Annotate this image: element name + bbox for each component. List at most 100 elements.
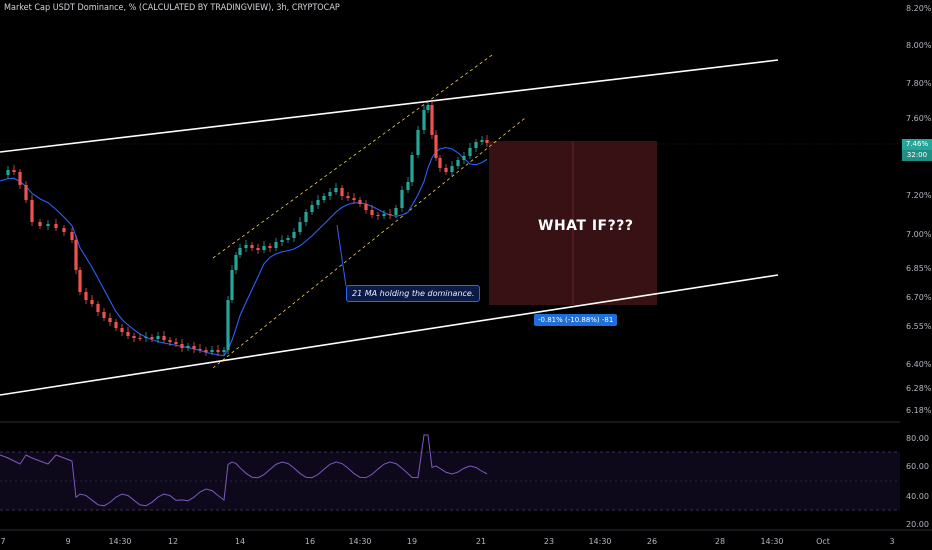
price-tick-label: 6.85% <box>906 264 932 273</box>
candle-body <box>388 214 392 215</box>
candle-body <box>406 182 410 190</box>
time-tick-label: 9 <box>65 537 70 546</box>
candle-body <box>444 168 448 172</box>
candle-body <box>174 342 178 344</box>
ma-21-line <box>0 147 488 357</box>
candle-body <box>6 170 10 175</box>
candle-body <box>358 200 362 204</box>
candle-body <box>102 312 106 318</box>
candle-body <box>438 158 442 168</box>
candle-body <box>480 140 484 142</box>
candle-body <box>114 322 118 328</box>
candle-body <box>78 270 82 292</box>
time-tick-label: 23 <box>544 537 554 546</box>
candle-body <box>230 270 234 300</box>
candle-body <box>238 248 242 255</box>
candle-body <box>226 300 230 350</box>
price-tick-label: 6.70% <box>906 293 932 302</box>
time-tick-label: Oct <box>816 537 830 546</box>
candle-body <box>180 344 184 348</box>
rsi-tick-label: 80.00 <box>906 434 929 443</box>
candle-body <box>474 142 478 148</box>
time-tick-label: 16 <box>305 537 315 546</box>
candle-body <box>316 200 320 205</box>
price-tick-label: 8.20% <box>906 4 932 13</box>
trendlines <box>0 54 779 396</box>
candle-body <box>340 188 344 196</box>
candle-body <box>468 148 472 156</box>
candle-body <box>328 192 332 196</box>
measure-label: -0.81% (-10.88%) -81 <box>534 314 618 326</box>
candle-body <box>422 110 426 130</box>
candle-body <box>30 200 34 222</box>
rsi-tick-label: 20.00 <box>906 520 929 529</box>
candle-body <box>286 238 290 240</box>
time-tick-label: 14:30 <box>108 537 131 546</box>
candle-body <box>322 196 326 200</box>
price-tick-label: 8.00% <box>906 41 932 50</box>
candle-body <box>46 224 50 226</box>
candle-body <box>96 304 100 312</box>
price-tick-label: 6.28% <box>906 384 932 393</box>
candle-body <box>416 130 420 155</box>
rsi-tick-label: 60.00 <box>906 462 929 471</box>
channel-top <box>212 54 493 259</box>
candle-body <box>108 318 112 322</box>
candle-body <box>250 245 254 248</box>
candle-body <box>400 190 404 208</box>
time-tick-label: 28 <box>715 537 725 546</box>
candle-body <box>192 346 196 349</box>
candle-body <box>24 185 28 200</box>
candle-body <box>244 245 248 248</box>
candle-body <box>304 212 308 222</box>
time-tick-label: 14 <box>235 537 245 546</box>
candle-body <box>346 196 350 198</box>
candle-body <box>186 346 190 348</box>
time-tick-label: 14:30 <box>588 537 611 546</box>
candle-body <box>12 170 16 172</box>
rsi-panel: 80.00 60.00 40.00 20.00 <box>0 434 929 529</box>
price-tick-label: 7.80% <box>906 79 932 88</box>
channel-bottom <box>212 117 526 369</box>
candle-body <box>222 350 226 352</box>
candle-body <box>132 336 136 338</box>
candle-body <box>274 242 278 248</box>
candle-body <box>462 156 466 160</box>
candle-body <box>198 349 202 350</box>
last-price-tag: 7.46% <box>902 139 932 150</box>
candle-body <box>426 105 430 110</box>
candles <box>6 101 489 356</box>
candle-body <box>292 232 296 238</box>
candle-body <box>204 350 208 352</box>
candle-body <box>430 105 434 135</box>
time-tick-label: 14:30 <box>348 537 371 546</box>
candle-body <box>126 332 130 336</box>
price-tick-label: 6.55% <box>906 322 932 331</box>
candle-body <box>310 205 314 212</box>
what-if-label: WHAT IF??? <box>538 218 634 234</box>
ma-annotation[interactable]: 21 MA holding the dominance. <box>346 285 481 302</box>
lower-trendline <box>0 274 779 396</box>
candle-body <box>156 336 160 339</box>
candle-body <box>450 166 454 172</box>
rsi-line <box>0 434 488 507</box>
time-tick-label: 7 <box>0 537 5 546</box>
candle-body <box>256 248 260 250</box>
candle-body <box>54 224 58 228</box>
time-tick-label: 3 <box>889 537 894 546</box>
candle-body <box>70 232 74 240</box>
countdown-tag: 32:00 <box>902 150 932 161</box>
candle-body <box>268 246 272 248</box>
candle-body <box>210 350 214 352</box>
time-tick-label: 19 <box>407 537 417 546</box>
time-tick-label: 14:30 <box>760 537 783 546</box>
candle-body <box>138 338 142 339</box>
projection-zone <box>489 141 657 305</box>
candle-body <box>74 240 78 270</box>
candle-body <box>84 292 88 300</box>
candle-body <box>394 208 398 215</box>
candle-body <box>334 188 338 192</box>
moving-average <box>0 147 488 357</box>
upper-trendline <box>0 59 779 153</box>
